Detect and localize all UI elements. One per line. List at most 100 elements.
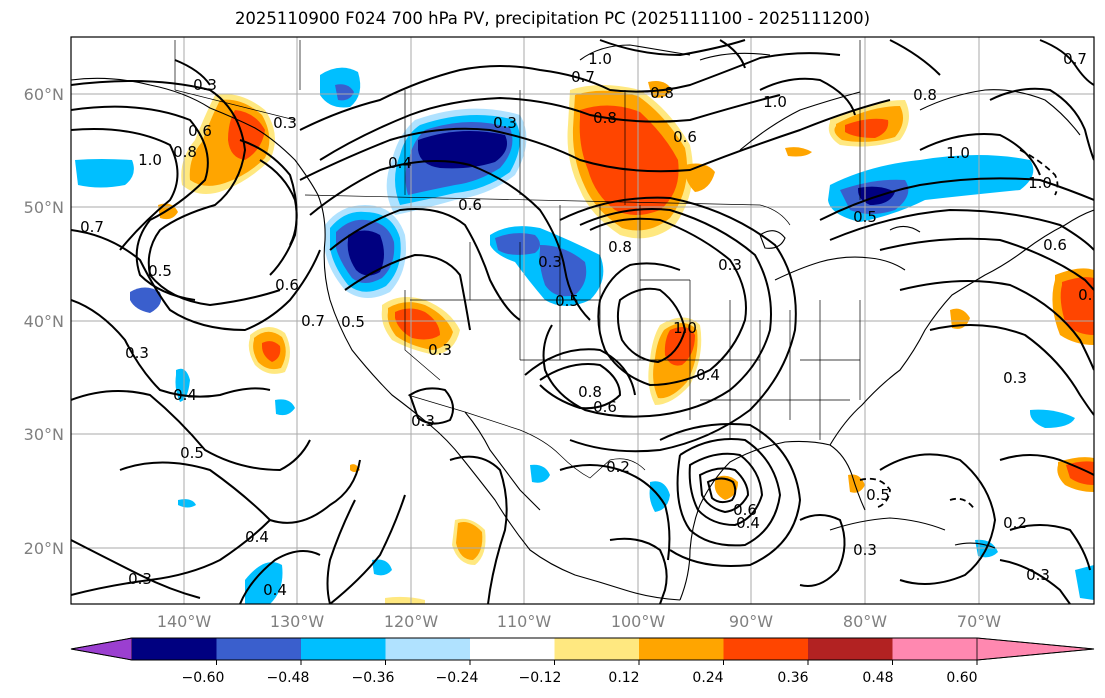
lon-label: 130°W	[270, 612, 325, 631]
coastlines	[71, 44, 1094, 601]
colorbar-segment	[639, 638, 724, 660]
lon-label: 90°W	[729, 612, 773, 631]
lat-label: 20°N	[24, 539, 64, 558]
latitude-labels: 60°N 50°N 40°N 30°N 20°N	[24, 85, 64, 558]
contour-label: 0.4	[173, 386, 197, 404]
lat-label: 30°N	[24, 425, 64, 444]
graticule	[71, 37, 1094, 604]
lon-label: 100°W	[611, 612, 666, 631]
colorbar-tick-label: −0.60	[182, 670, 225, 686]
contour-label: 1.0	[1028, 174, 1052, 192]
contour-label: 0.5	[341, 313, 365, 331]
contour-label: 0.4	[736, 514, 760, 532]
longitude-labels: 140°W 130°W 120°W 110°W 100°W 90°W 80°W …	[157, 612, 1001, 631]
colorbar-ticks	[216, 660, 978, 665]
colorbar: −0.60 −0.48 −0.36 −0.24 −0.12 0.12 0.24 …	[70, 637, 1095, 686]
contour-label: 0.4	[696, 366, 720, 384]
contour-label: 0.5	[866, 486, 890, 504]
contour-label: 0.3	[128, 570, 152, 588]
contour-labels: 1.0 0.3 0.7 0.8 1.0 0.8 1.0 0.7 0.6 0.8 …	[80, 50, 1102, 599]
contour-label: 0.6	[458, 196, 482, 214]
contour-label: 0.3	[428, 341, 452, 359]
contour-label: 1.0	[763, 93, 787, 111]
colorbar-tick-label: 0.12	[608, 670, 639, 686]
map-frame	[70, 36, 1095, 605]
colorbar-tick-label: 0.60	[946, 670, 977, 686]
contour-label: 0.6	[593, 398, 617, 416]
contour-label: 0.2	[606, 458, 630, 476]
lon-label: 70°W	[957, 612, 1001, 631]
contour-label: 0.3	[125, 344, 149, 362]
contour-label: 0.8	[650, 84, 674, 102]
map-title: 2025110900 F024 700 hPa PV, precipitatio…	[234, 9, 871, 28]
colorbar-tick-label: 0.24	[692, 670, 723, 686]
colorbar-segment	[132, 638, 217, 660]
contour-label: 0.3	[1003, 369, 1027, 387]
contour-label: 0.2	[1003, 514, 1027, 532]
contour-label: 0.7	[80, 218, 104, 236]
contour-label: 1.0	[673, 319, 697, 337]
colorbar-segment	[470, 638, 555, 660]
contour-label: 0.6	[673, 128, 697, 146]
colorbar-segment	[554, 638, 639, 660]
contour-label: 0.7	[571, 68, 595, 86]
contour-label: 0.3	[193, 76, 217, 94]
colorbar-segment	[976, 637, 1095, 661]
contour-label: 0.6	[188, 122, 212, 140]
colorbar-segment	[70, 637, 133, 661]
lat-label: 60°N	[24, 85, 64, 104]
colorbar-segment	[808, 638, 893, 660]
contour-label: 0.3	[853, 541, 877, 559]
contour-label: 0.4	[245, 528, 269, 546]
colorbar-segment	[892, 638, 977, 660]
colorbar-segment	[385, 638, 470, 660]
contour-label: 0.6	[733, 501, 757, 519]
contour-label: 0.5	[853, 208, 877, 226]
contour-label: 0.7	[1063, 50, 1087, 68]
precip-shading	[75, 67, 1094, 604]
contour-label: 1.0	[946, 144, 970, 162]
contour-label: 0.8	[173, 143, 197, 161]
pv-contours-dashed	[859, 149, 1059, 511]
contour-label: 0.6	[275, 276, 299, 294]
contour-label: 0.8	[1078, 286, 1102, 304]
colorbar-outline	[70, 637, 1095, 661]
colorbar-segment	[301, 638, 386, 660]
lon-label: 80°W	[843, 612, 887, 631]
contour-label: 0.3	[1026, 566, 1050, 584]
contour-label: 0.3	[718, 256, 742, 274]
map-plot-area: 1.0 0.3 0.7 0.8 1.0 0.8 1.0 0.7 0.6 0.8 …	[71, 37, 1102, 604]
contour-label: 0.3	[538, 253, 562, 271]
contour-label: 0.6	[1043, 236, 1067, 254]
contour-label: 0.8	[593, 109, 617, 127]
contour-label: 0.8	[578, 383, 602, 401]
colorbar-segment	[216, 638, 301, 660]
contour-label: 0.8	[913, 86, 937, 104]
colorbar-tick-label: −0.24	[436, 670, 479, 686]
contour-label: 0.4	[263, 581, 287, 599]
contour-label: 0.5	[148, 262, 172, 280]
contour-label: 0.3	[411, 412, 435, 430]
lat-label: 40°N	[24, 312, 64, 331]
colorbar-tick-label: −0.36	[352, 670, 395, 686]
lon-label: 140°W	[157, 612, 212, 631]
contour-label: 1.0	[588, 50, 612, 68]
lon-label: 110°W	[497, 612, 552, 631]
contour-label: 0.5	[555, 292, 579, 310]
contour-label: 0.7	[301, 312, 325, 330]
colorbar-tick-label: 0.36	[777, 670, 808, 686]
colorbar-tick-label: −0.48	[267, 670, 310, 686]
contour-label: 0.3	[273, 114, 297, 132]
contour-label: 0.4	[388, 154, 412, 172]
contour-label: 0.8	[608, 238, 632, 256]
contour-label: 0.3	[493, 114, 517, 132]
contour-label: 0.5	[180, 444, 204, 462]
lat-label: 50°N	[24, 198, 64, 217]
colorbar-tick-label: −0.12	[519, 670, 562, 686]
contour-label: 1.0	[138, 151, 162, 169]
colorbar-segment	[723, 638, 808, 660]
pv-contours	[71, 39, 1094, 604]
colorbar-tick-label: 0.48	[862, 670, 893, 686]
lon-label: 120°W	[384, 612, 439, 631]
